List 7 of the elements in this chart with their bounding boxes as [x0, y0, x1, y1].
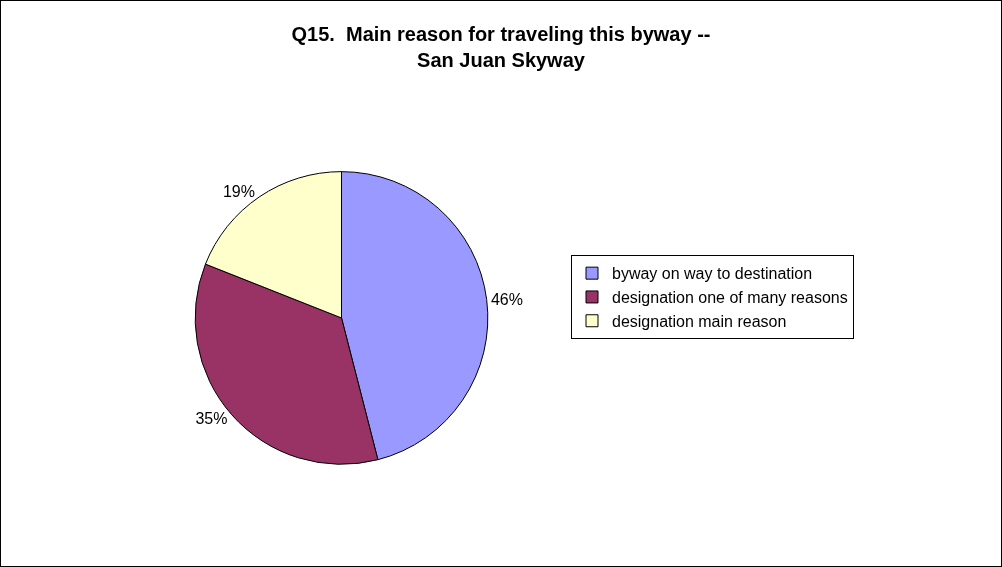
chart-title: Q15. Main reason for traveling this byway -- San Juan Skyway [291, 22, 711, 71]
legend-label: designation one of many reasons [612, 289, 848, 307]
legend-label: byway on way to destination [612, 265, 813, 283]
data-label: 46% [490, 290, 523, 308]
data-label: 35% [195, 409, 228, 427]
legend-label: designation main reason [612, 312, 787, 330]
data-label: 19% [222, 182, 255, 200]
